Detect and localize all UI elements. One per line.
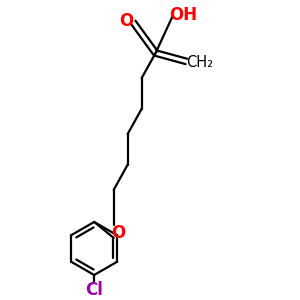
Text: Cl: Cl bbox=[85, 280, 103, 298]
Text: O: O bbox=[119, 12, 134, 30]
Text: O: O bbox=[111, 224, 125, 242]
Text: OH: OH bbox=[169, 6, 198, 24]
Text: CH₂: CH₂ bbox=[186, 55, 213, 70]
